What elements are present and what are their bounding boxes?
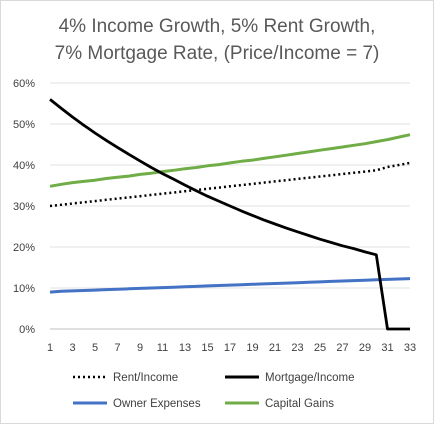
x-tick-label: 27 [336,342,348,354]
series-line-owner-expenses [49,277,411,294]
plot-series [49,98,411,331]
y-axis-ticks: 0% 10% 20% 30% 40% 50% 60% [13,78,35,336]
x-tick-label: 31 [381,342,393,354]
y-tick-label: 10% [13,283,35,295]
y-tick-label: 50% [13,119,35,131]
x-tick-label: 21 [269,342,281,354]
x-tick-label: 1 [47,342,53,354]
chart-title-line-1: 4% Income Growth, 5% Rent Growth, [59,16,376,37]
y-tick-label: 0% [19,324,35,336]
x-tick-label: 29 [359,342,371,354]
x-tick-label: 33 [404,342,416,354]
x-tick-label: 19 [246,342,258,354]
y-tick-label: 60% [13,78,35,90]
x-tick-label: 15 [201,342,213,354]
x-tick-label: 11 [157,342,168,354]
y-tick-label: 20% [13,242,35,254]
legend-label: Mortgage/Income [265,372,355,384]
x-tick-label: 17 [224,342,236,354]
series-line-mortgage-income [49,98,410,331]
x-tick-label: 7 [114,342,120,354]
y-tick-label: 30% [13,201,35,213]
legend-label: Owner Expenses [113,398,201,410]
x-tick-label: 9 [137,342,143,354]
chart-title-line-2: 7% Mortgage Rate, (Price/Income = 7) [55,43,380,64]
legend-label: Rent/Income [113,372,178,384]
legend-label: Capital Gains [265,398,334,410]
legend: Rent/Income Mortgage/Income Owner Expenses… [73,372,355,410]
x-tick-label: 13 [179,342,191,354]
x-tick-label: 23 [291,342,303,354]
series-line-capital-gains [49,133,411,188]
x-tick-label: 3 [69,342,75,354]
series-line-rent-income [49,161,411,208]
x-tick-label: 25 [314,342,326,354]
y-tick-label: 40% [13,160,35,172]
x-tick-label: 5 [92,342,98,354]
x-axis-ticks: 1 3 5 7 9 11 13 15 17 19 21 23 25 27 29 31 33 [47,342,416,354]
